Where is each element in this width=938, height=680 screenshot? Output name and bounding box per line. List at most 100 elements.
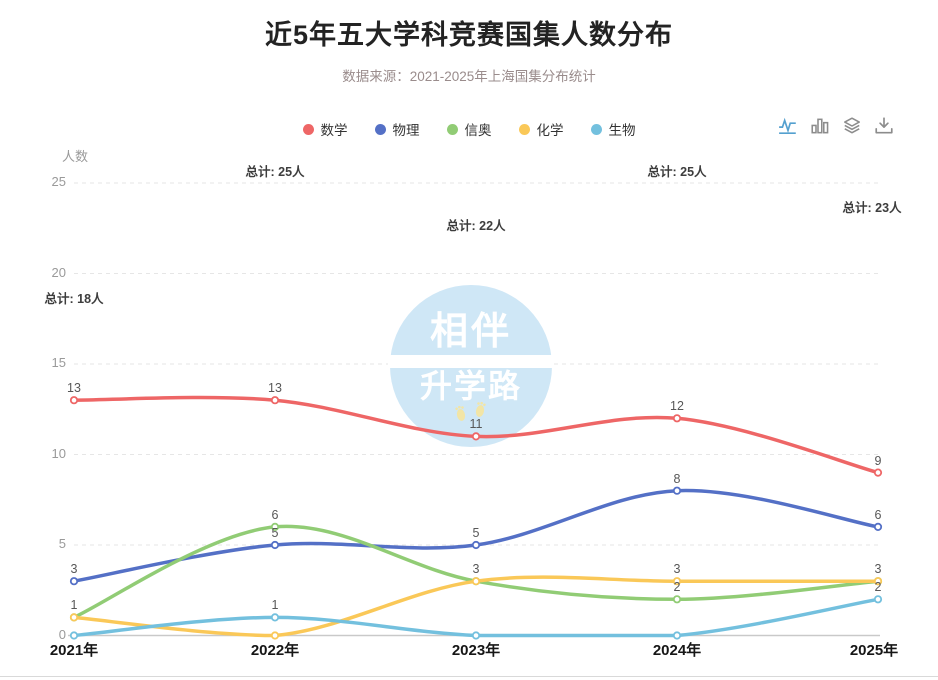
legend-dot-icon <box>446 123 458 135</box>
value-label-生物: 2 <box>874 580 882 595</box>
data-point-物理[interactable] <box>873 522 883 532</box>
total-label: 总计: 23人 <box>842 201 902 216</box>
series-line-数学 <box>72 395 880 475</box>
value-label-数学: 13 <box>268 381 282 396</box>
legend-dot-icon <box>590 123 602 135</box>
y-axis-tick: 20 <box>51 264 66 280</box>
data-point-生物[interactable] <box>270 613 280 622</box>
value-label-化学: 3 <box>673 562 681 577</box>
data-point-生物[interactable] <box>873 595 883 604</box>
legend: 数学 物理 信奥 化学 生物 <box>0 119 938 139</box>
data-point-数学[interactable] <box>69 396 79 405</box>
value-label-生物: 1 <box>271 598 279 613</box>
legend-dot-icon <box>374 123 386 135</box>
footprints-icon <box>455 401 486 421</box>
total-label: 总计: 25人 <box>245 165 305 179</box>
data-point-数学[interactable] <box>471 432 481 441</box>
chart-subtitle: 数据来源：2021-2025年上海国集分布统计 <box>342 69 596 84</box>
total-label: 总计: 22人 <box>446 219 506 234</box>
legend-dot-icon <box>518 123 530 135</box>
data-point-化学[interactable] <box>873 577 883 586</box>
y-axis-tick: 5 <box>58 536 66 551</box>
total-label: 总计: 18人 <box>44 291 104 306</box>
x-axis-label: 2021年 <box>49 642 99 659</box>
data-point-生物[interactable] <box>672 631 682 640</box>
data-point-数学[interactable] <box>873 468 883 477</box>
data-point-信奥[interactable] <box>471 577 481 586</box>
x-axis-label: 2024年 <box>652 642 702 659</box>
watermark-text-line1: 相伴 <box>430 311 512 353</box>
toolbox <box>778 115 894 137</box>
y-axis-name: 人数 <box>61 149 89 164</box>
data-point-信奥[interactable] <box>873 577 883 586</box>
data-point-信奥[interactable] <box>270 522 280 532</box>
series-line-化学 <box>72 575 880 638</box>
series-line-信奥 <box>72 524 880 620</box>
grid-lines <box>68 182 880 637</box>
legend-item-信奥[interactable]: 信奥 <box>446 119 492 139</box>
data-point-数学[interactable] <box>672 414 682 423</box>
x-axis-label: 2023年 <box>451 642 501 659</box>
value-label-信奥: 6 <box>271 507 279 522</box>
legend-label: 信奥 <box>464 123 492 138</box>
value-label-信奥: 2 <box>673 580 681 595</box>
legend-item-化学[interactable]: 化学 <box>518 119 564 139</box>
total-label: 总计: 25人 <box>647 165 707 179</box>
y-axis-tick: 10 <box>51 445 66 461</box>
value-label-物理: 5 <box>271 526 279 540</box>
data-series <box>69 395 883 640</box>
watermark-stripe <box>388 355 554 368</box>
legend-dot-icon <box>302 123 314 135</box>
data-point-化学[interactable] <box>270 631 280 640</box>
x-axis-label: 2022年 <box>250 642 300 659</box>
y-axis-tick: 0 <box>58 626 66 642</box>
value-label-数学: 11 <box>469 417 483 432</box>
data-point-物理[interactable] <box>471 540 481 550</box>
data-point-物理[interactable] <box>270 540 280 550</box>
series-line-物理 <box>72 488 880 583</box>
watermark-text-line2: 升学路 <box>420 368 522 404</box>
value-label-信奥: 3 <box>874 562 882 577</box>
x-axis-label: 2025年 <box>849 642 899 659</box>
data-point-化学[interactable] <box>69 613 79 622</box>
y-axis-tick: 15 <box>51 355 66 370</box>
data-point-生物[interactable] <box>69 631 79 640</box>
data-point-生物[interactable] <box>471 631 481 640</box>
value-label-信奥: 1 <box>70 598 78 613</box>
value-label-物理: 3 <box>70 562 78 577</box>
data-point-物理[interactable] <box>672 486 682 495</box>
watermark: 相伴 升学路 <box>388 285 554 447</box>
legend-item-物理[interactable]: 物理 <box>374 119 420 139</box>
download-icon[interactable] <box>874 115 894 137</box>
value-label-信奥: 3 <box>472 562 480 577</box>
legend-label: 数学 <box>320 123 348 138</box>
legend-item-数学[interactable]: 数学 <box>302 119 348 139</box>
data-point-数学[interactable] <box>270 396 280 405</box>
bottom-border <box>0 676 938 677</box>
chart-title: 近5年五大学科竞赛国集人数分布 <box>264 20 673 50</box>
value-label-数学: 12 <box>670 399 684 414</box>
line-chart-icon[interactable] <box>778 115 798 137</box>
data-point-物理[interactable] <box>69 577 79 586</box>
legend-label: 物理 <box>392 123 420 138</box>
data-point-信奥[interactable] <box>69 613 79 622</box>
legend-item-生物[interactable]: 生物 <box>590 119 636 139</box>
series-line-生物 <box>72 597 880 638</box>
value-label-物理: 8 <box>673 471 681 486</box>
stack-icon[interactable] <box>842 115 862 137</box>
value-label-数学: 9 <box>874 453 882 468</box>
legend-label: 生物 <box>608 123 636 138</box>
value-label-物理: 6 <box>874 507 882 522</box>
value-label-物理: 5 <box>472 526 480 540</box>
value-label-数学: 13 <box>67 381 81 396</box>
data-point-化学[interactable] <box>672 577 682 586</box>
data-point-信奥[interactable] <box>672 595 682 604</box>
data-point-化学[interactable] <box>471 577 481 586</box>
watermark-circle <box>390 285 552 447</box>
legend-label: 化学 <box>536 123 564 138</box>
y-axis-tick: 25 <box>51 174 66 189</box>
bar-chart-icon[interactable] <box>810 115 830 137</box>
